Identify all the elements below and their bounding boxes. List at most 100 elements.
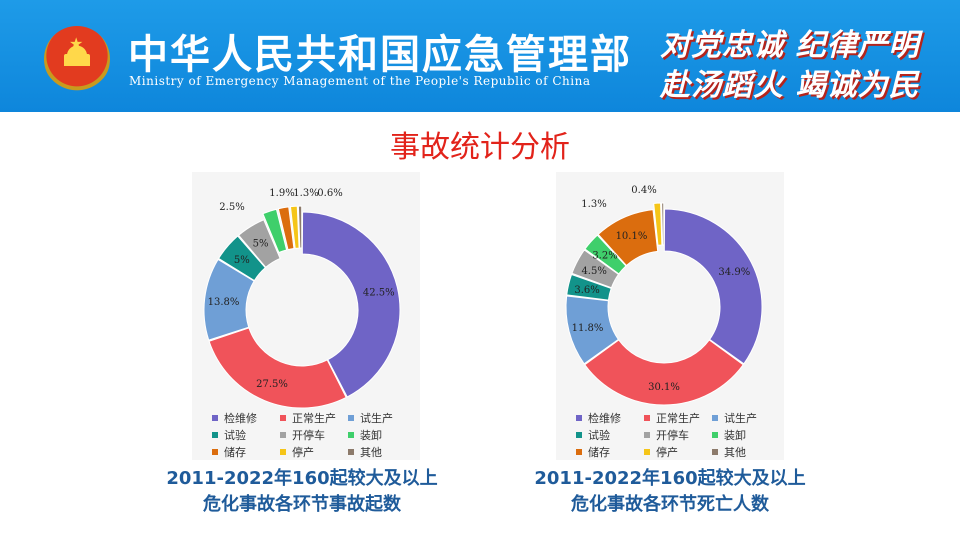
legend-item: 储存: [212, 444, 280, 460]
legend-item: 其他: [348, 444, 416, 460]
legend-swatch: [280, 449, 286, 455]
star-icon: ★: [69, 34, 84, 53]
legend-swatch: [712, 415, 718, 421]
donut-slice-6: [584, 234, 627, 275]
legend-swatch: [280, 432, 286, 438]
slice-label-9: 0.6%: [317, 188, 342, 199]
legend-label: 正常生产: [656, 412, 700, 425]
legend-swatch: [712, 449, 718, 455]
caption-line-1: 2011-2022年160起较大及以上: [166, 468, 438, 489]
legend-label: 其他: [360, 446, 382, 459]
legend-label: 试生产: [724, 412, 757, 425]
accident-count-chart-panel: 42.5% 27.5% 13.8% 5% 5% 2.5% 1.9% 1.3% 0.6% 检维修 正…: [192, 172, 420, 460]
donut-slice-7: [277, 206, 295, 251]
page-title: 事故统计分析: [390, 130, 570, 165]
donut-slice-2: [208, 327, 347, 409]
slice-label-8: 1.3%: [293, 188, 318, 199]
legend-item: 装卸: [712, 427, 780, 443]
legend-item: 开停车: [644, 427, 712, 443]
donut-slice-1: [301, 211, 401, 398]
legend-label: 停产: [292, 446, 314, 459]
legend-swatch: [280, 415, 286, 421]
ministry-name-chinese: 中华人民共和国应急管理部: [128, 32, 632, 78]
donut-slice-8: [653, 202, 663, 246]
legend-swatch: [212, 415, 218, 421]
slice-label-1: 34.9%: [718, 267, 750, 278]
death-count-chart-panel: 34.9% 30.1% 11.8% 3.6% 4.5% 3.2% 10.1% 1.3% 0.4%…: [556, 172, 784, 460]
donut-slice-9: [661, 202, 665, 246]
death-count-legend: 检维修 正常生产 试生产试验 开停车 装卸储存 停产 其他: [576, 410, 780, 460]
caption-line-1: 2011-2022年160起较大及以上: [534, 468, 806, 489]
donut-slice-9: [297, 205, 303, 249]
legend-item: 试验: [576, 427, 644, 443]
slice-label-7: 10.1%: [616, 231, 648, 242]
slice-label-4: 5%: [234, 255, 250, 266]
legend-item: 试验: [212, 427, 280, 443]
legend-label: 装卸: [360, 429, 382, 442]
slice-label-7: 1.9%: [269, 188, 294, 199]
caption-line-2: 危化事故各环节死亡人数: [571, 494, 769, 515]
slice-label-3: 13.8%: [208, 297, 240, 308]
caption-line-2: 危化事故各环节事故起数: [203, 494, 401, 515]
legend-swatch: [644, 432, 650, 438]
donut-slice-5: [571, 249, 620, 289]
accident-count-legend: 检维修 正常生产 试生产试验 开停车 装卸储存 停产 其他: [212, 410, 416, 460]
donut-slice-4: [217, 235, 266, 282]
legend-item: 检维修: [212, 410, 280, 426]
legend-label: 装卸: [724, 429, 746, 442]
donut-slice-8: [289, 205, 300, 249]
legend-item: 停产: [280, 444, 348, 460]
slice-label-8: 1.3%: [581, 199, 606, 210]
slogan-line-1: 对党忠诚 纪律严明: [660, 28, 920, 63]
slice-label-6: 2.5%: [219, 202, 244, 213]
legend-item: 正常生产: [280, 410, 348, 426]
donut-slice-2: [584, 339, 744, 406]
legend-label: 试验: [588, 429, 610, 442]
national-emblem-icon: ★: [44, 26, 110, 92]
legend-swatch: [348, 432, 354, 438]
ministry-header: ★ 中华人民共和国应急管理部 Ministry of Emergency Man…: [0, 0, 960, 112]
donut-slice-1: [663, 208, 763, 365]
legend-item: 开停车: [280, 427, 348, 443]
slice-label-9: 0.4%: [631, 185, 656, 196]
legend-item: 正常生产: [644, 410, 712, 426]
slice-label-3: 11.8%: [572, 323, 604, 334]
ministry-name-english: Ministry of Emergency Management of the …: [129, 74, 591, 88]
legend-label: 储存: [588, 446, 610, 459]
donut-slice-3: [565, 295, 620, 365]
legend-label: 检维修: [588, 412, 621, 425]
legend-swatch: [644, 415, 650, 421]
legend-item: 储存: [576, 444, 644, 460]
accident-count-donut-chart: 42.5% 27.5% 13.8% 5%5% 2.5% 1.9%1.3%0.6%: [203, 188, 401, 409]
donut-slice-3: [203, 258, 255, 341]
legend-label: 停产: [656, 446, 678, 459]
accident-count-caption: 2011-2022年160起较大及以上 危化事故各环节事故起数: [152, 466, 452, 518]
legend-swatch: [348, 415, 354, 421]
death-count-donut-chart: 34.9% 30.1% 11.8% 3.6% 4.5% 3.2% 10.1% 1.3% 0.4%: [565, 185, 763, 406]
slice-label-1: 42.5%: [363, 287, 395, 298]
legend-label: 检维修: [224, 412, 257, 425]
donut-slice-4: [566, 273, 612, 301]
legend-swatch: [576, 449, 582, 455]
death-count-caption: 2011-2022年160起较大及以上 危化事故各环节死亡人数: [520, 466, 820, 518]
legend-swatch: [712, 432, 718, 438]
legend-swatch: [212, 449, 218, 455]
slice-label-2: 27.5%: [256, 379, 288, 390]
legend-item: 停产: [644, 444, 712, 460]
legend-swatch: [644, 449, 650, 455]
legend-label: 试生产: [360, 412, 393, 425]
legend-label: 开停车: [292, 429, 325, 442]
legend-swatch: [576, 415, 582, 421]
legend-label: 其他: [724, 446, 746, 459]
slice-label-5: 5%: [253, 239, 269, 250]
donut-slice-6: [262, 208, 288, 254]
slice-label-2: 30.1%: [648, 382, 680, 393]
slogan-line-2: 赴汤蹈火 竭诚为民: [660, 68, 920, 103]
legend-swatch: [576, 432, 582, 438]
legend-item: 试生产: [348, 410, 416, 426]
legend-item: 检维修: [576, 410, 644, 426]
legend-label: 储存: [224, 446, 246, 459]
donut-slice-5: [237, 219, 281, 268]
legend-label: 试验: [224, 429, 246, 442]
slice-label-4: 3.6%: [574, 285, 599, 296]
